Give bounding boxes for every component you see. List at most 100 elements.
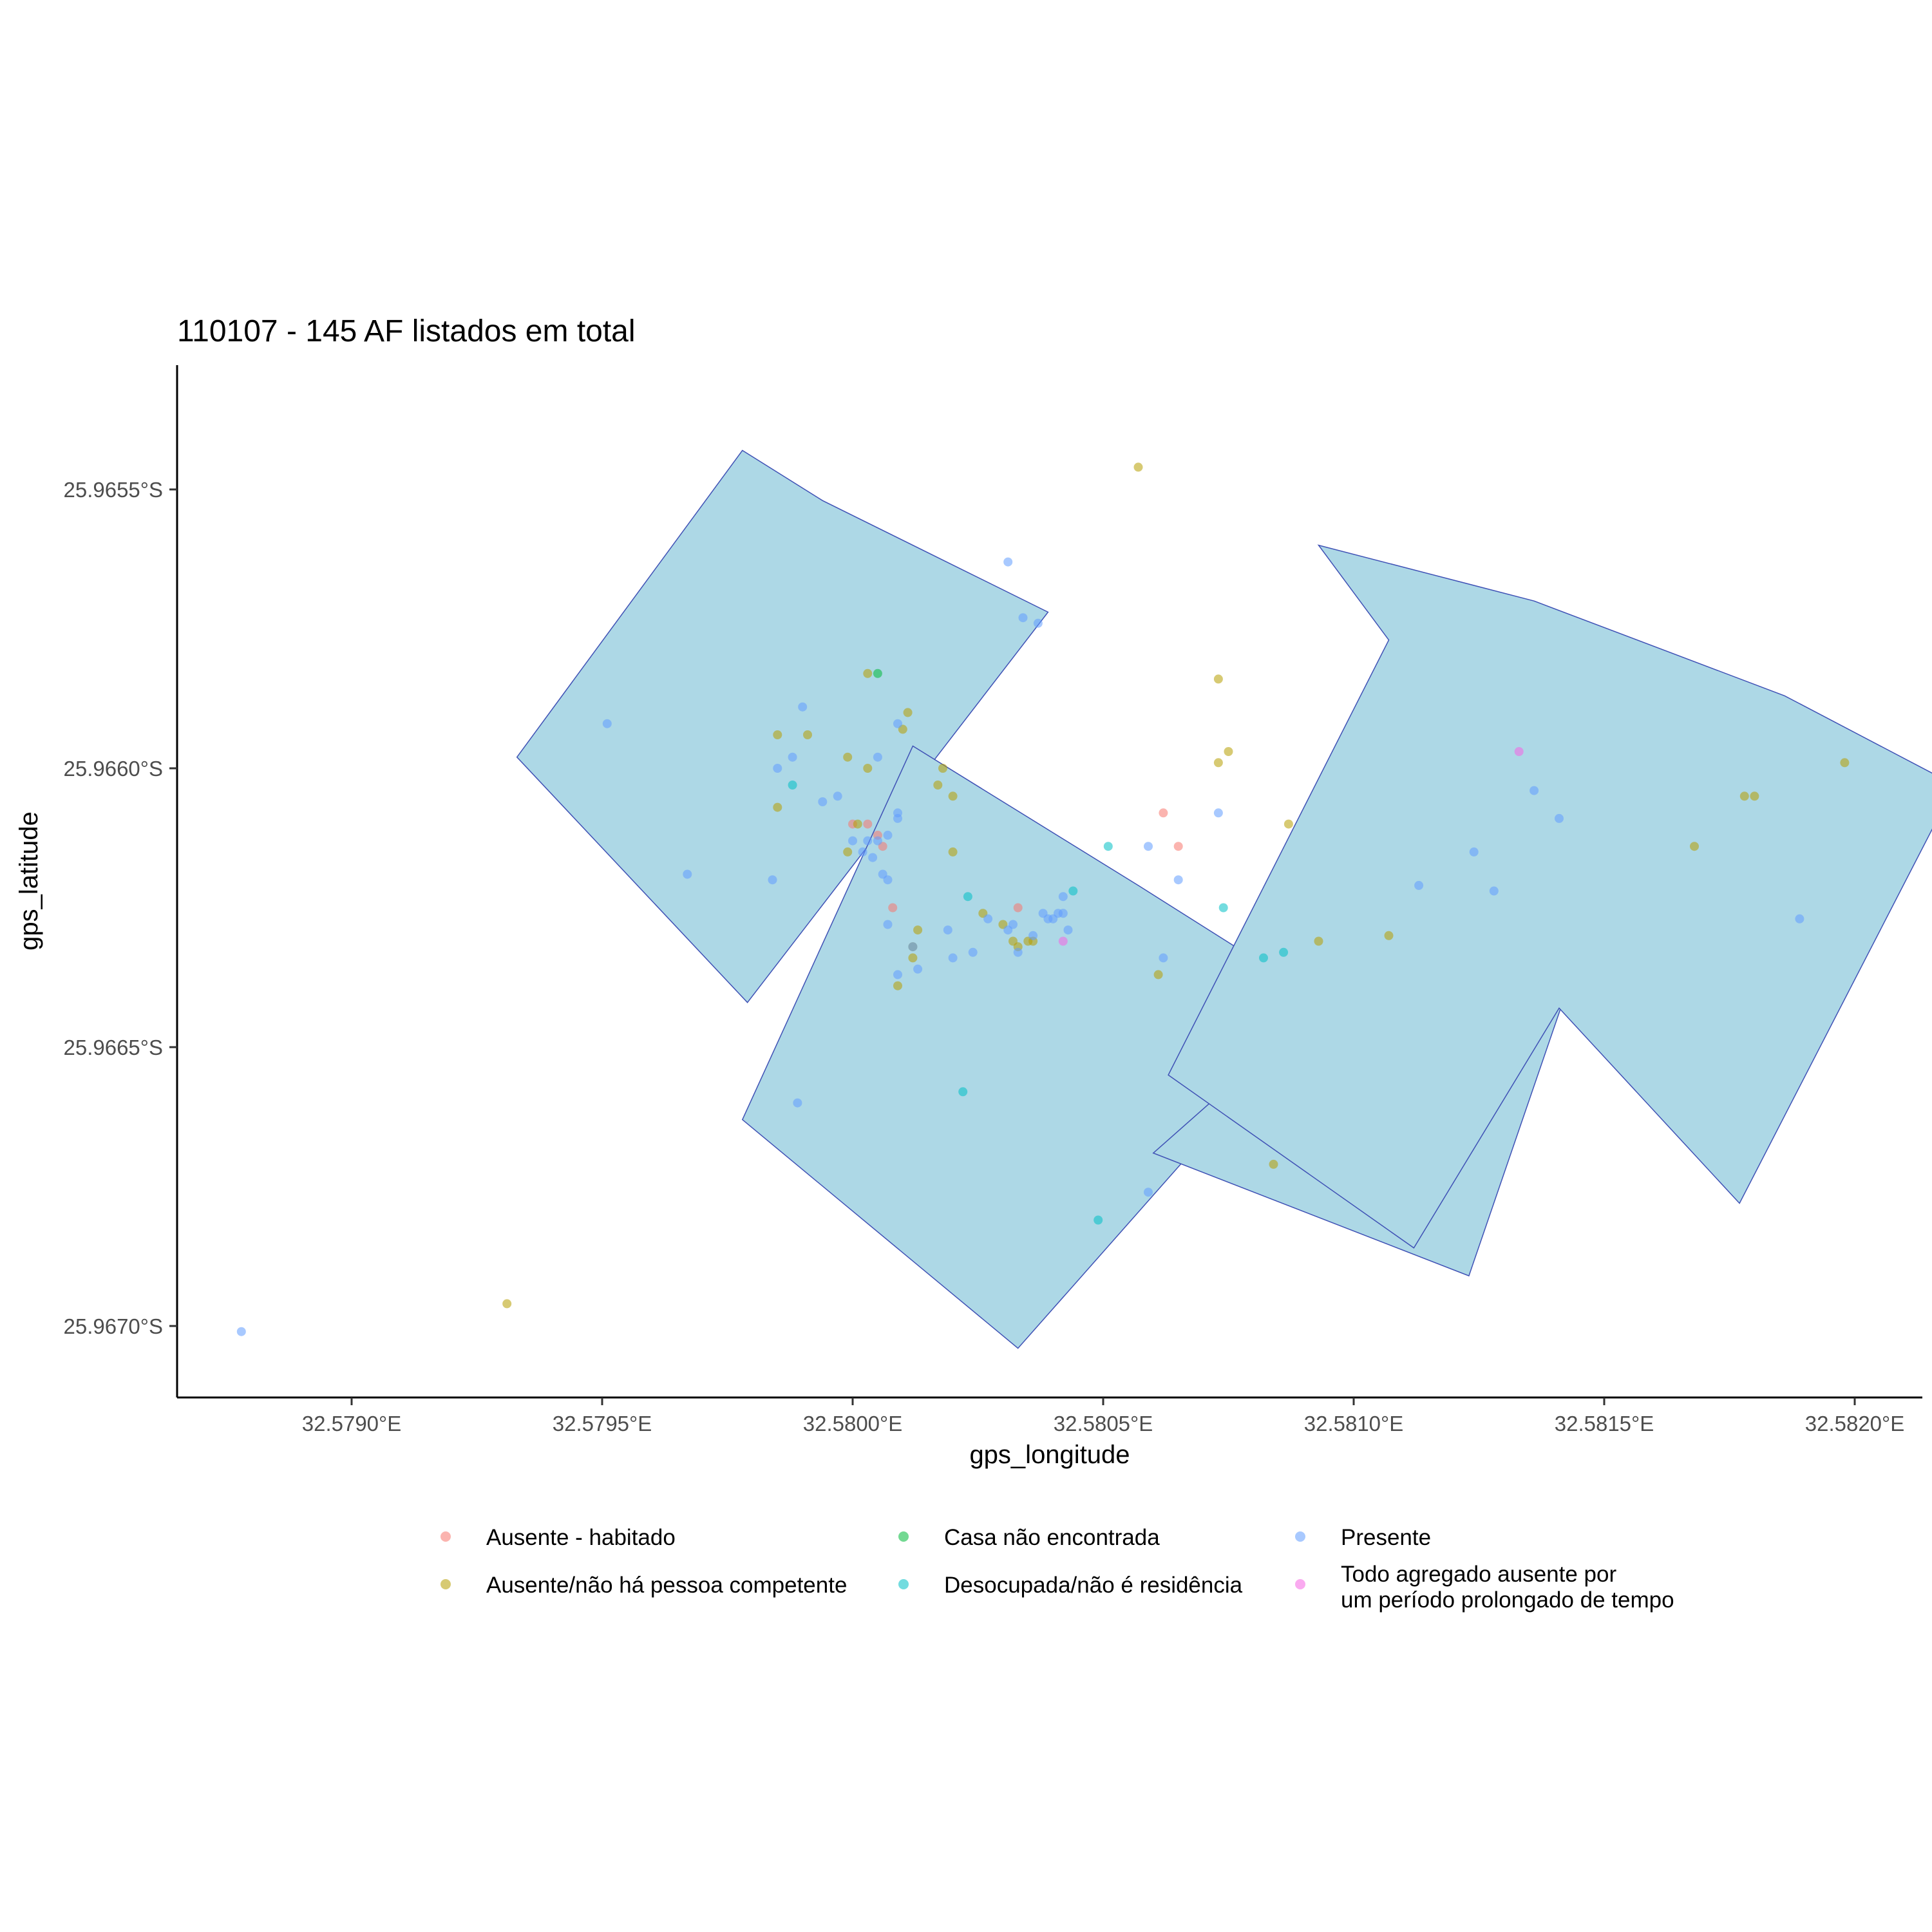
data-point-series-6 — [1058, 936, 1068, 946]
x-axis-label: gps_longitude — [969, 1441, 1130, 1469]
data-point-series-5 — [893, 719, 902, 728]
data-point-series-5 — [793, 1098, 802, 1108]
data-point-series-2 — [948, 791, 958, 801]
data-point-series-1 — [1159, 808, 1168, 818]
legend-label: Ausente/não há pessoa competente — [486, 1573, 847, 1598]
data-point-series-5 — [1018, 613, 1028, 623]
y-tick-label: 25.9660°S — [64, 757, 164, 781]
x-tick-label: 32.5805°E — [1054, 1412, 1153, 1435]
data-point-series-2 — [1269, 1159, 1278, 1169]
data-point-series-4 — [963, 892, 972, 902]
data-point-series-2 — [1213, 758, 1223, 768]
household-points — [236, 462, 1850, 1336]
data-point-series-4 — [788, 781, 797, 790]
data-point-series-5 — [1489, 886, 1499, 896]
data-point-series-4 — [1279, 947, 1289, 957]
x-tick-label: 32.5810°E — [1304, 1412, 1404, 1435]
data-point-series-1 — [1013, 903, 1023, 913]
data-point-series-5 — [868, 853, 878, 862]
data-point-series-5 — [1013, 947, 1023, 957]
data-point-series-2 — [938, 764, 947, 773]
data-point-series-4 — [958, 1087, 968, 1097]
x-tick-label: 32.5815°E — [1555, 1412, 1654, 1435]
data-point-series-4 — [1068, 886, 1078, 896]
data-point-series-2 — [863, 764, 873, 773]
data-point-series-5 — [893, 970, 902, 980]
data-point-series-2 — [843, 752, 853, 762]
data-point-series-5 — [1159, 953, 1168, 963]
data-point-series-5 — [1033, 618, 1043, 628]
x-tick-label: 32.5795°E — [553, 1412, 652, 1435]
data-point-series-5 — [1058, 892, 1068, 902]
data-point-series-5 — [893, 813, 902, 823]
data-point-series-5 — [883, 830, 893, 840]
data-point-series-5 — [913, 964, 923, 974]
data-point-series-5 — [983, 914, 993, 923]
data-point-series-2 — [1739, 791, 1749, 801]
data-point-series-2 — [933, 781, 943, 790]
data-point-series-5 — [848, 836, 857, 846]
chart-title: 110107 - 145 AF listados em total — [177, 314, 636, 348]
data-point-series-5 — [863, 836, 873, 846]
data-point-series-2 — [773, 730, 782, 739]
data-point-series-2 — [843, 847, 853, 857]
data-point-series-5 — [1555, 813, 1564, 823]
data-point-series-4 — [1103, 842, 1113, 851]
data-point-series-5 — [768, 875, 777, 885]
area-polygon-2 — [741, 745, 1325, 1349]
data-point-series-2 — [1750, 791, 1759, 801]
data-point-series-1 — [863, 819, 873, 829]
data-point-series-3 — [873, 668, 882, 678]
data-point-series-5 — [883, 875, 893, 885]
data-point-series-2 — [893, 981, 902, 990]
y-axis-ticks: 25.9655°S 25.9660°S 25.9665°S 25.9670°S — [64, 478, 177, 1338]
data-point-series-5 — [236, 1327, 246, 1336]
data-point-series-5 — [943, 925, 952, 935]
y-axis-label: gps_latitude — [15, 811, 43, 951]
legend-key — [440, 1531, 451, 1542]
data-point-series-5 — [1173, 875, 1183, 885]
data-point-series-5 — [833, 791, 842, 801]
data-point-series-5 — [1530, 786, 1539, 795]
y-tick-label: 25.9670°S — [64, 1314, 164, 1338]
data-point-series-2 — [1213, 674, 1223, 684]
data-point-series-5 — [1795, 914, 1804, 923]
legend-key — [1295, 1531, 1305, 1542]
data-point-series-2 — [1314, 936, 1323, 946]
data-point-series-2 — [863, 668, 873, 678]
data-point-series-2 — [1224, 747, 1233, 756]
legend-key — [1295, 1579, 1305, 1589]
data-point-series-2 — [502, 1299, 512, 1309]
data-point-series-2 — [1384, 931, 1394, 940]
data-point-series-2 — [1690, 842, 1699, 851]
data-point-series-5 — [1213, 808, 1223, 818]
legend-label: Presente — [1341, 1525, 1431, 1550]
data-point-series-5 — [773, 764, 782, 773]
data-point-series-5 — [1144, 1188, 1153, 1197]
data-point-series-4 — [1094, 1215, 1103, 1225]
data-point-series-5 — [1003, 557, 1013, 567]
y-tick-label: 25.9665°S — [64, 1036, 164, 1059]
data-point-series-5 — [1063, 925, 1073, 935]
data-point-series-2 — [948, 847, 958, 857]
data-point-series-5 — [1414, 880, 1424, 890]
data-point-series-5 — [602, 719, 612, 728]
data-point-series-5 — [683, 869, 692, 879]
data-point-series-2 — [1283, 819, 1293, 829]
y-tick-label: 25.9655°S — [64, 478, 164, 502]
x-axis-ticks: 32.5790°E 32.5795°E 32.5800°E 32.5805°E 32.5… — [302, 1397, 1905, 1435]
x-tick-label: 32.5820°E — [1805, 1412, 1905, 1435]
x-tick-label: 32.5800°E — [803, 1412, 903, 1435]
data-point-series-1 — [1173, 842, 1183, 851]
legend: Ausente - habitado Ausente/não há pessoa … — [440, 1525, 1674, 1613]
data-point-series-1 — [888, 903, 898, 913]
data-point-series-5 — [1469, 847, 1479, 857]
area-polygon-4 — [1168, 544, 1932, 1249]
data-point-series-5 — [883, 920, 893, 929]
data-point-series-2 — [903, 708, 913, 717]
data-point-series-5 — [1028, 931, 1038, 940]
data-point-series-5 — [1144, 842, 1153, 851]
data-point-series-5 — [1009, 920, 1018, 929]
data-point-series-2 — [773, 802, 782, 812]
